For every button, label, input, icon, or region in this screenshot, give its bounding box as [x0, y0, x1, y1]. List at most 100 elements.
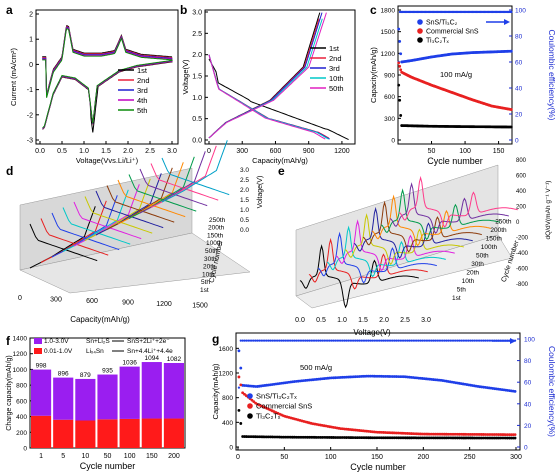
x-tick-label: 600 [86, 298, 98, 305]
y-tick-label: 0 [516, 220, 520, 226]
ce-point [354, 339, 357, 342]
legend-label: 10th [329, 74, 344, 83]
y-tick-label: -1 [27, 87, 33, 94]
z-tick-label: 250th [495, 219, 512, 226]
y-tick-label: 0.5 [240, 217, 249, 224]
y-tick-label: 0.5 [192, 116, 202, 123]
ce-point [415, 339, 418, 342]
ce-point [358, 339, 361, 342]
ce-point [302, 339, 305, 342]
ce-point [248, 339, 252, 342]
ce-point [465, 339, 468, 342]
plot-frame [235, 332, 521, 451]
ce-point [462, 339, 465, 342]
ce-point [311, 339, 315, 342]
y-tick-label: 1 [29, 37, 33, 44]
y-tick-label: 600 [16, 398, 27, 405]
y-tick-label: 2.5 [192, 31, 202, 38]
ce-point [402, 339, 405, 342]
z-tick-label: 20th [466, 270, 479, 277]
bar-total-label: 1036 [122, 360, 137, 367]
x-tick-label: 50 [104, 453, 112, 460]
y-tick-label: 0 [23, 446, 27, 453]
capacity-point-SnS/Ti₃C₂ [397, 27, 401, 31]
ce-point [363, 339, 367, 342]
ce-point [476, 339, 480, 342]
y-axis-label: Capacity(mAh/g) [211, 363, 220, 419]
ce-point [282, 339, 285, 342]
dqdv-curve [371, 194, 491, 247]
ce-point [482, 339, 485, 342]
capacity-point-SnS/Ti₃C₂ [509, 49, 513, 53]
legend-label: 4th [137, 96, 147, 105]
ce-point [260, 339, 263, 342]
y-right-axis-label: Coulombic efficiency(%) [547, 29, 556, 120]
y-right-tick-label: 20 [515, 112, 523, 119]
ce-point [274, 339, 278, 342]
dqdv-curve [317, 231, 437, 284]
ce-point [252, 339, 255, 342]
ce-point [380, 339, 383, 342]
y-tick-label: 0 [29, 62, 33, 69]
y-tick-label: -400 [516, 251, 529, 257]
x-tick-label: 3.0 [421, 317, 431, 324]
series-charge-10th [208, 18, 323, 139]
ce-point [425, 339, 428, 342]
charge-curve [106, 167, 173, 230]
y-tick-label: 1400 [13, 336, 28, 343]
ce-point [408, 339, 411, 342]
ce-point [287, 339, 291, 342]
reaction-right: SnS+2Li⁺+2e⁻ [127, 338, 170, 345]
ce-point [284, 339, 287, 342]
ce-point [432, 339, 435, 342]
ce-point [297, 339, 300, 342]
panel-a-cv-chart: 0.0 0.5 1.0 1.5 2.0 2.5 3.0 2 1 0 -1 -2 -3 Voltage(Vv… [9, 9, 179, 165]
ce-point [384, 339, 387, 342]
z-tick-label: 5th [201, 279, 210, 286]
ce-point [306, 339, 309, 342]
capacity-point-Commercial SnS [398, 64, 402, 68]
ce-point [271, 339, 274, 342]
reaction-right: Sn+4.4Li⁺+4.4e [127, 348, 173, 355]
y-tick-label: 600 [516, 174, 527, 180]
ce-point [443, 339, 446, 342]
z-tick-label: 150th [486, 236, 503, 243]
legend-label: Commercial SnS [256, 402, 312, 411]
ce-point [339, 339, 342, 342]
z-tick-label: 20th [203, 264, 216, 271]
charge-curve [161, 140, 228, 203]
dqdv-curve [389, 182, 509, 234]
ce-point [387, 339, 391, 342]
capacity-point-Commercial SnS [237, 375, 241, 379]
legend-swatch [34, 348, 42, 354]
x-tick-label: 1.5 [101, 148, 111, 155]
y-tick-label: 400 [222, 420, 233, 427]
x-tick-label: 600 [270, 148, 282, 155]
y-right-tick-label: 40 [515, 86, 523, 93]
y-right-tick-label: 40 [524, 401, 532, 408]
x-tick-label: 200 [168, 453, 180, 460]
y-tick-label: 0 [391, 138, 395, 145]
z-tick-label: 1st [200, 287, 209, 294]
capacity-point-Ti₃C₂Tₓ [398, 98, 402, 102]
ce-point [393, 339, 396, 342]
ce-point [293, 339, 296, 342]
ce-point [488, 339, 491, 342]
bar-0.01-1.0V [163, 418, 184, 448]
ce-point [289, 339, 292, 342]
ce-point [436, 339, 439, 342]
ce-point [475, 339, 478, 342]
z-tick-label: 1st [452, 295, 461, 302]
ce-point [245, 339, 248, 342]
charge-curve [139, 151, 206, 214]
ce-point [423, 339, 426, 342]
ce-point [419, 339, 422, 342]
ce-point [315, 339, 318, 342]
z-tick-label: 150th [207, 232, 224, 239]
ce-point [336, 339, 339, 342]
y-tick-label: 1200 [219, 371, 234, 378]
ce-point [360, 339, 363, 342]
ce-point [406, 339, 409, 342]
ce-point [434, 339, 437, 342]
y-right-tick-label: 0 [524, 445, 528, 452]
